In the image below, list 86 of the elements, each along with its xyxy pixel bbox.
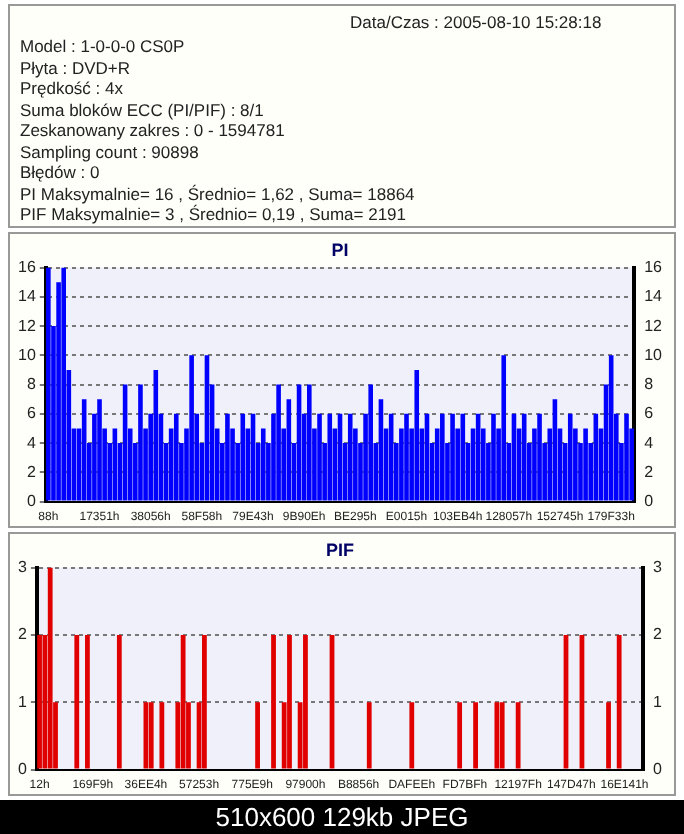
bar bbox=[138, 384, 143, 501]
y-tick-label: 8 bbox=[26, 375, 37, 394]
bar bbox=[347, 413, 353, 501]
y2-tick-label: 0 bbox=[644, 492, 655, 511]
bar bbox=[501, 355, 507, 501]
bar bbox=[74, 634, 80, 769]
bar bbox=[97, 399, 102, 501]
bar bbox=[85, 634, 90, 769]
y2-tick-label: 4 bbox=[644, 433, 655, 452]
bar bbox=[317, 413, 322, 501]
y2-tick-label: 12 bbox=[644, 316, 664, 335]
bar bbox=[303, 634, 308, 769]
y2-tick-label: 2 bbox=[653, 625, 664, 644]
bar bbox=[409, 702, 415, 769]
bar bbox=[368, 384, 373, 501]
bar bbox=[240, 413, 246, 501]
chart-title: PIF bbox=[325, 539, 355, 560]
y-tick-label: 10 bbox=[17, 345, 37, 364]
bar bbox=[567, 413, 573, 501]
text: PI Maksymalnie= 16 , Średnio= 1,62 , Suma= 18864 bbox=[20, 183, 417, 204]
y-tick-label: 12 bbox=[17, 316, 37, 335]
y2-tick-label: 16 bbox=[644, 258, 664, 277]
text: 510x600 129kb JPEG bbox=[0, 800, 684, 834]
bar bbox=[202, 634, 207, 769]
bar bbox=[327, 413, 333, 501]
bar bbox=[499, 702, 505, 769]
y2-tick-label: 10 bbox=[644, 345, 664, 364]
bar bbox=[515, 702, 521, 769]
bar bbox=[473, 702, 478, 769]
bar bbox=[180, 634, 186, 769]
y-tick-label: 0 bbox=[17, 760, 28, 779]
bar bbox=[189, 355, 194, 501]
bar bbox=[37, 634, 42, 769]
bar bbox=[404, 413, 409, 501]
bar bbox=[491, 413, 496, 501]
bar bbox=[494, 702, 500, 769]
text: Suma bloków ECC (PI/PIF) : 8/1 bbox=[20, 99, 266, 120]
bar bbox=[173, 413, 179, 501]
text: Prędkość : 4x bbox=[20, 78, 125, 99]
y-tick-label: 0 bbox=[26, 492, 37, 511]
bar bbox=[47, 567, 53, 769]
y2-tick-label: 8 bbox=[644, 375, 655, 394]
bar bbox=[260, 428, 266, 501]
y2-tick-label: 3 bbox=[653, 558, 664, 577]
y-tick-label: 6 bbox=[26, 404, 37, 423]
text: Płyta : DVD+R bbox=[20, 57, 133, 78]
bar bbox=[307, 384, 312, 501]
bar bbox=[460, 413, 466, 501]
bar bbox=[366, 702, 372, 769]
bar bbox=[276, 384, 281, 501]
bar bbox=[414, 369, 420, 501]
text: Zeskanowany zakres : 0 - 1594781 bbox=[20, 120, 287, 141]
bar bbox=[271, 634, 276, 769]
text: Model : 1-0-0-0 CS0P bbox=[20, 36, 187, 57]
y-tick-label: 1 bbox=[17, 692, 28, 711]
bar bbox=[148, 702, 154, 769]
text: PIF Maksymalnie= 3 , Średnio= 0,19 , Suma= 2191 bbox=[20, 204, 409, 225]
bar bbox=[457, 702, 463, 769]
y2-tick-label: 14 bbox=[644, 287, 664, 306]
y-tick-label: 2 bbox=[17, 625, 28, 644]
text: Błędów : 0 bbox=[20, 162, 102, 183]
y-tick-label: 2 bbox=[26, 462, 37, 481]
bar bbox=[225, 413, 230, 501]
bar bbox=[287, 634, 292, 769]
y2-tick-label: 6 bbox=[644, 404, 655, 423]
bar bbox=[116, 634, 122, 769]
bar bbox=[606, 702, 611, 769]
y-tick-label: 14 bbox=[17, 287, 37, 306]
text: Sampling count : 90898 bbox=[20, 141, 201, 162]
bar bbox=[450, 413, 455, 501]
chart-title: PI bbox=[331, 239, 349, 260]
y-tick-label: 3 bbox=[17, 558, 28, 577]
bar bbox=[537, 413, 542, 501]
y2-tick-label: 2 bbox=[644, 462, 655, 481]
y2-tick-label: 0 bbox=[653, 760, 664, 779]
text: Data/Czas : 2005-08-10 15:28:18 bbox=[350, 12, 602, 33]
bar bbox=[624, 413, 629, 501]
bar bbox=[583, 428, 588, 501]
bar bbox=[61, 267, 67, 501]
bar bbox=[159, 702, 165, 769]
y-tick-label: 4 bbox=[26, 433, 37, 452]
y2-tick-label: 1 bbox=[653, 692, 664, 711]
y-tick-label: 16 bbox=[17, 258, 37, 277]
bar bbox=[255, 702, 260, 769]
bar bbox=[616, 634, 622, 769]
bar bbox=[440, 413, 445, 501]
